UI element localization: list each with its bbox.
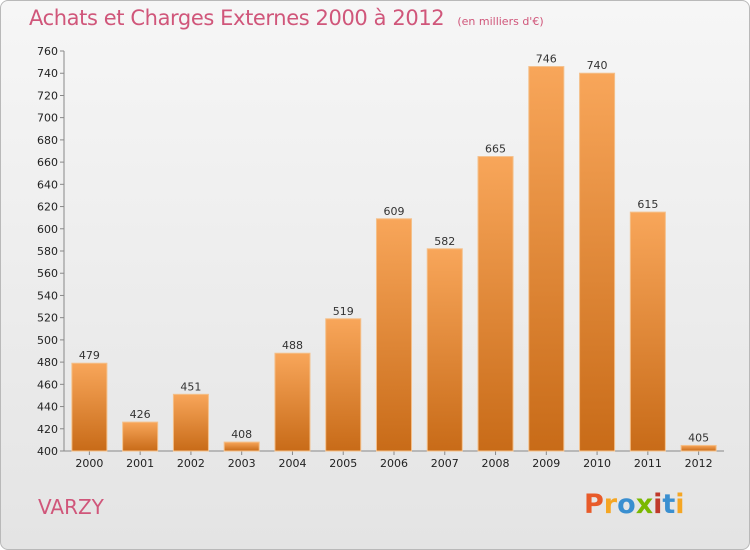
x-tick-label: 2010 [583, 457, 611, 470]
y-tick-label: 700 [37, 112, 58, 125]
value-label-2012: 405 [688, 431, 709, 444]
logo-letter: P [584, 489, 604, 520]
logo-letter: x [635, 489, 654, 520]
bar-2011 [629, 211, 666, 452]
bar-2000 [71, 362, 108, 452]
y-axis: 400 420 440 460 480 500 520 540 560 580 600 620 640 6… [37, 45, 65, 458]
value-label-2007: 582 [434, 235, 455, 248]
y-tick-label: 740 [37, 67, 58, 80]
y-tick-label: 400 [37, 445, 58, 458]
bars [71, 66, 717, 452]
value-label-2003: 408 [231, 428, 252, 441]
y-tick-label: 760 [37, 45, 58, 58]
bar-2007 [426, 248, 463, 452]
x-tick-label: 2012 [685, 457, 713, 470]
x-tick-label: 2003 [228, 457, 256, 470]
x-tick-label: 2009 [532, 457, 560, 470]
y-tick-label: 600 [37, 223, 58, 236]
bar-2008 [477, 156, 514, 452]
value-label-2009: 746 [536, 53, 557, 66]
commune-name: VARZY [38, 495, 104, 519]
bar-2006 [375, 218, 413, 452]
logo-letter: t [662, 489, 676, 520]
chart-header: Achats et Charges Externes 2000 à 2012 (… [29, 6, 544, 30]
bar-2009 [528, 66, 565, 452]
y-tick-label: 500 [37, 334, 58, 347]
bar-2001 [122, 421, 159, 452]
value-label-2002: 451 [180, 380, 201, 393]
value-label-2008: 665 [485, 143, 506, 156]
value-label-2004: 488 [282, 339, 303, 352]
x-tick-label: 2002 [177, 457, 205, 470]
x-tick-label: 2006 [380, 457, 408, 470]
bar-2002 [172, 393, 209, 452]
logo-letter: r [603, 489, 618, 520]
bar-2004 [274, 352, 311, 452]
value-labels: 479 426 451 408 488 519 609 582 665 746 740 615 405 [79, 53, 709, 445]
x-tick-label: 2007 [431, 457, 459, 470]
value-label-2010: 740 [587, 59, 608, 72]
bar-2005 [325, 318, 362, 452]
y-tick-label: 420 [37, 423, 58, 436]
y-tick-label: 480 [37, 356, 58, 369]
bar-2010 [579, 72, 616, 452]
chart-title: Achats et Charges Externes 2000 à 2012 [29, 6, 445, 30]
value-label-2000: 479 [79, 349, 100, 362]
y-tick-label: 440 [37, 401, 58, 414]
x-axis: 2000 2001 2002 2003 2004 2005 2006 2007 2008 2009… [64, 450, 724, 470]
y-tick-label: 640 [37, 178, 58, 191]
y-tick-label: 520 [37, 312, 58, 325]
value-label-2005: 519 [333, 305, 354, 318]
y-tick-label: 680 [37, 134, 58, 147]
x-tick-label: 2000 [75, 457, 103, 470]
value-label-2001: 426 [130, 408, 151, 421]
logo-letter: o [617, 489, 636, 520]
y-tick-label: 560 [37, 267, 58, 280]
logo-letter: i [675, 489, 685, 520]
chart-unit: (en milliers d'€) [457, 15, 544, 28]
x-tick-label: 2004 [278, 457, 306, 470]
x-tick-label: 2001 [126, 457, 154, 470]
y-tick-label: 620 [37, 201, 58, 214]
value-label-2011: 615 [637, 198, 658, 211]
x-tick-label: 2011 [634, 457, 662, 470]
y-tick-label: 580 [37, 245, 58, 258]
bar-2003 [223, 441, 260, 452]
y-tick-label: 460 [37, 378, 58, 391]
y-tick-label: 660 [37, 156, 58, 169]
proxiti-logo: Proxiti [584, 489, 685, 520]
x-tick-label: 2008 [482, 457, 510, 470]
y-tick-label: 540 [37, 289, 58, 302]
x-tick-label: 2005 [329, 457, 357, 470]
bar-2012 [680, 444, 717, 452]
y-tick-label: 720 [37, 89, 58, 102]
logo-letter: i [653, 489, 663, 520]
value-label-2006: 609 [384, 205, 405, 218]
